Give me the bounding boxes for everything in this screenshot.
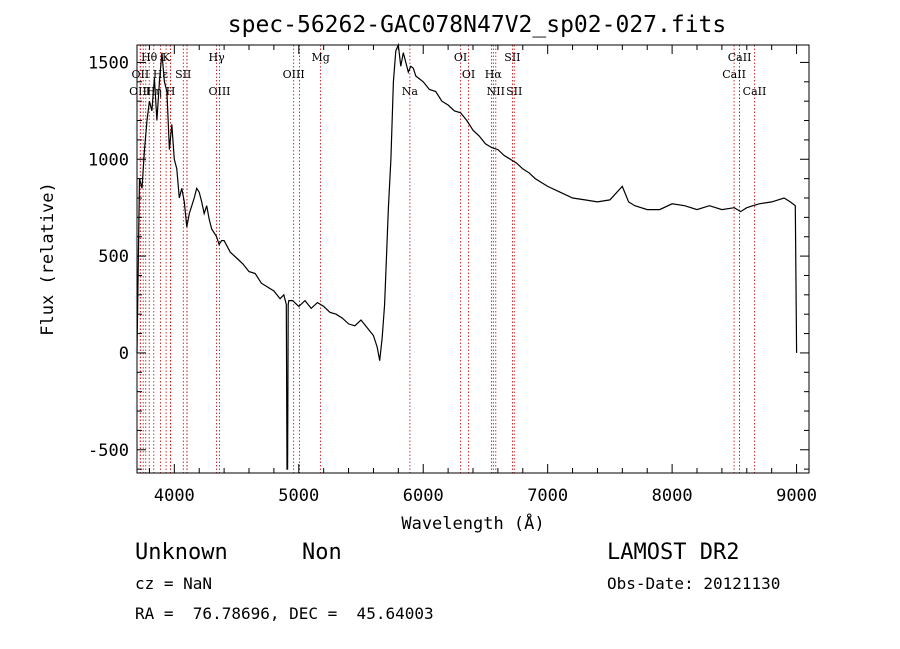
- line-label-lines-row2-3: OIII: [283, 68, 305, 81]
- y-tick-label: 1000: [88, 150, 129, 170]
- survey-text: LAMOST DR2: [607, 540, 739, 565]
- spectrum-line: [136, 42, 798, 470]
- line-label-lines-row3-4: Na: [402, 85, 419, 98]
- line-label-lines-row2-2: SII: [175, 68, 191, 81]
- line-label-lines-row1-0: Hθ: [141, 51, 158, 64]
- x-tick-label: 9000: [776, 486, 817, 506]
- line-label-lines-row1-4: OI: [454, 51, 467, 64]
- cz-text: cz = NaN: [135, 574, 212, 593]
- line-label-lines-row3-3: OIII: [208, 85, 230, 98]
- x-tick-label: 4000: [154, 486, 195, 506]
- line-label-lines-row3-5: NII: [487, 85, 505, 98]
- x-tick-label: 5000: [278, 486, 319, 506]
- y-tick-label: 0: [119, 344, 129, 364]
- line-label-lines-row1-2: Hγ: [209, 51, 226, 64]
- line-label-lines-row3-6: SII: [506, 85, 522, 98]
- line-label-lines-row2-5: Hα: [485, 68, 503, 81]
- spectral-line-markers: [139, 45, 755, 473]
- line-label-lines-row1-5: SII: [504, 51, 520, 64]
- classification-text: Unknown: [135, 540, 228, 565]
- obs-date-text: Obs-Date: 20121130: [607, 574, 780, 593]
- x-tick-label: 6000: [403, 486, 444, 506]
- line-label-lines-row2-0: OII: [132, 68, 150, 81]
- line-label-lines-row1-1: K: [162, 51, 171, 64]
- x-tick-label: 8000: [652, 486, 693, 506]
- y-tick-label: 500: [98, 247, 129, 267]
- y-tick-label: -500: [88, 441, 129, 461]
- coordinates-text: RA = 76.78696, DEC = 45.64003: [135, 604, 434, 623]
- line-label-lines-row3-7: CaII: [743, 85, 767, 98]
- line-label-lines-row2-4: OI: [462, 68, 475, 81]
- x-axis-label: Wavelength (Å): [401, 512, 544, 534]
- axis-ticks: 4000 5000 6000 7000 8000 9000 -500 0 500 1000 1500: [88, 45, 817, 506]
- y-axis-label: Flux (relative): [38, 182, 58, 336]
- line-label-lines-row2-6: CaII: [722, 68, 746, 81]
- line-label-lines-row3-2: H: [166, 85, 176, 98]
- line-label-lines-row3-0: OIII: [129, 85, 151, 98]
- y-tick-label: 1500: [88, 53, 129, 73]
- chart-title: spec-56262-GAC078N47V2_sp02-027.fits: [228, 12, 727, 38]
- x-tick-label: 7000: [527, 486, 568, 506]
- line-label-lines-row1-6: CaII: [728, 51, 752, 64]
- line-label-lines-row1-3: Mg: [311, 51, 329, 64]
- subclass-text: Non: [302, 540, 342, 565]
